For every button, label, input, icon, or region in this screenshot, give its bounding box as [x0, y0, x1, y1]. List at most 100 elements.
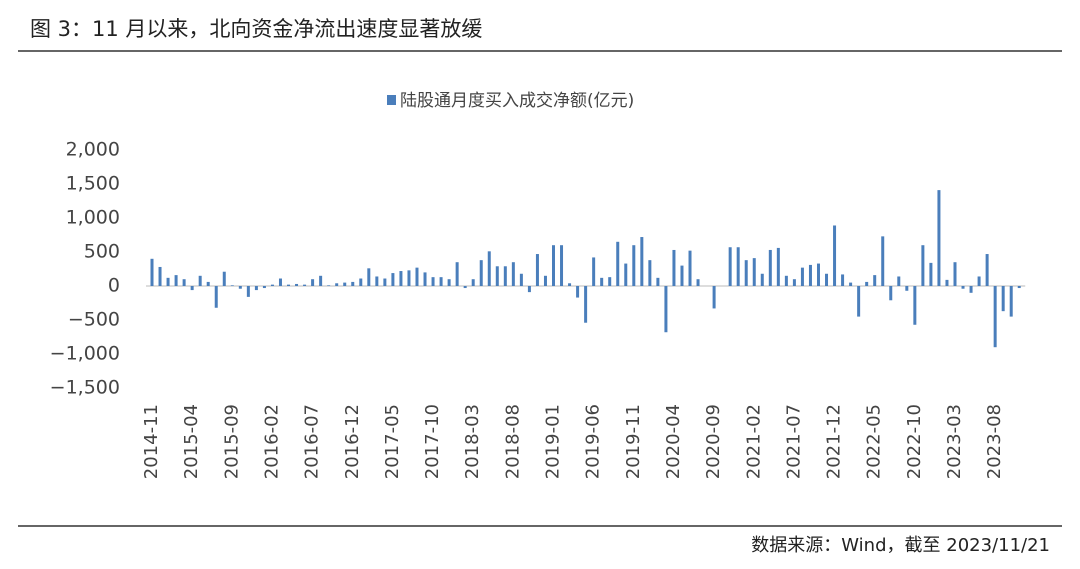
bar [246, 286, 250, 297]
x-tick-label: 2022-05 [864, 404, 885, 479]
bar [343, 282, 347, 286]
bar [552, 245, 555, 286]
bar [849, 282, 853, 286]
title: 图 3：11 月以来，北向资金净流出速度显著放缓 [30, 17, 482, 41]
bar [198, 275, 202, 286]
bar [519, 273, 523, 286]
bar [865, 281, 869, 286]
x-tick-label: 2017-05 [382, 404, 403, 479]
bar [985, 254, 989, 286]
x-tick-label: 2014-11 [141, 404, 162, 479]
bar [736, 247, 740, 286]
bar [632, 245, 636, 286]
bar [174, 275, 178, 286]
bar [688, 250, 692, 286]
bar [383, 278, 387, 286]
x-tick-label: 2023-08 [984, 404, 1005, 479]
bar [543, 275, 547, 286]
bar [664, 286, 668, 333]
bar [270, 284, 274, 286]
bar [238, 286, 242, 289]
x-tick-label: 2015-09 [221, 404, 242, 479]
bar [608, 277, 612, 286]
bar [287, 284, 291, 286]
bar [680, 265, 684, 286]
bar [616, 241, 620, 286]
bar [407, 270, 411, 286]
x-tick-label: 2021-02 [743, 404, 764, 479]
bar [254, 286, 258, 291]
bar [503, 266, 507, 286]
bar [592, 257, 596, 286]
y-tick-label: 0 [108, 275, 120, 297]
bar [439, 277, 443, 286]
bar [415, 267, 419, 286]
bar [190, 286, 194, 291]
y-tick-label: 2,000 [66, 139, 120, 161]
bar [937, 190, 941, 286]
bar [303, 284, 307, 286]
bar [913, 286, 917, 325]
bar [808, 264, 812, 286]
bar [206, 281, 210, 286]
bar [768, 249, 772, 286]
bar [222, 271, 226, 286]
bar [431, 277, 435, 286]
bar [800, 267, 804, 286]
bar [833, 225, 837, 286]
y-tick-label: 1,500 [66, 173, 120, 195]
bar [230, 285, 234, 286]
bar [1017, 286, 1021, 289]
bar [897, 276, 901, 286]
y-tick-label: 500 [84, 241, 120, 263]
bar [158, 266, 162, 286]
bar [857, 286, 861, 317]
bar [1001, 286, 1005, 312]
x-tick-label: 2018-03 [462, 404, 483, 479]
bar [327, 285, 331, 286]
bar [150, 258, 154, 286]
x-tick-label: 2016-12 [342, 404, 363, 479]
x-tick-label: 2017-10 [422, 404, 443, 479]
bar [977, 276, 981, 286]
x-tick-label: 2016-02 [261, 404, 282, 479]
x-tick-label: 2021-07 [783, 404, 804, 479]
bar [784, 275, 788, 286]
bar [921, 245, 925, 286]
x-tick-label: 2019-01 [543, 404, 564, 479]
bar [391, 273, 395, 286]
bar [423, 272, 427, 286]
bar [640, 237, 644, 286]
bar [776, 247, 780, 286]
bar [945, 279, 949, 286]
bar [576, 286, 580, 298]
bar [929, 262, 933, 286]
bar [495, 266, 499, 286]
bar [624, 263, 628, 286]
bar [471, 279, 475, 286]
y-tick-label: −1,500 [50, 377, 120, 399]
x-tick-label: 2019-11 [623, 404, 644, 479]
x-tick-label: 2018-08 [502, 404, 523, 479]
bar [993, 286, 997, 348]
bar [278, 278, 282, 286]
bar [696, 279, 700, 286]
bar [841, 274, 845, 286]
bar [535, 254, 539, 286]
bar [905, 286, 909, 291]
bar [319, 275, 323, 286]
bar [295, 283, 299, 286]
bar [214, 286, 218, 308]
bar [672, 249, 676, 286]
legend-label: 陆股通月度买入成交净额(亿元) [400, 91, 634, 111]
bar [889, 286, 893, 301]
bar [584, 286, 588, 323]
x-tick-label: 2021-12 [824, 404, 845, 479]
bar [479, 260, 483, 286]
bar [873, 275, 877, 286]
bar [351, 281, 355, 286]
x-tick-label: 2015-04 [181, 404, 202, 479]
bar [447, 279, 451, 286]
legend-swatch [387, 95, 396, 105]
